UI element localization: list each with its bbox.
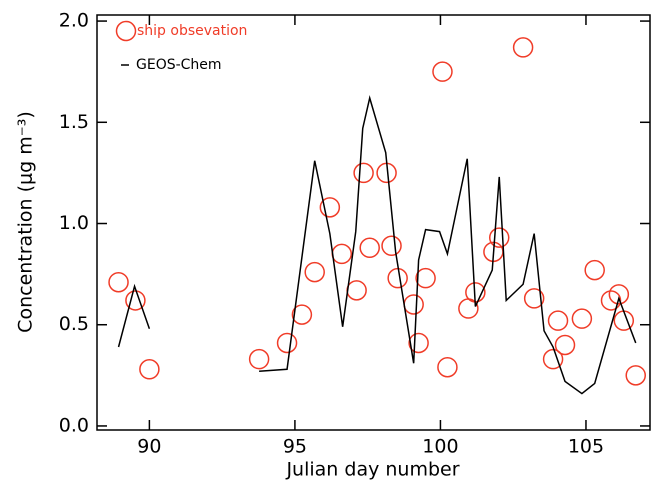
ship-point <box>276 332 298 354</box>
ship-point <box>542 348 564 370</box>
ship-point <box>584 259 605 281</box>
y-axis-label: Concentration (μg m⁻³) <box>15 111 37 333</box>
ship-point <box>359 237 380 259</box>
ship-point <box>512 37 534 58</box>
x-tick-label: 90 <box>137 436 161 458</box>
ship-point <box>432 61 453 82</box>
ship-point <box>403 294 424 315</box>
x-axis-label: Julian day number <box>285 459 459 481</box>
legend-label: GEOS-Chem <box>136 57 222 73</box>
ship-point <box>381 235 402 257</box>
ship-point <box>248 348 270 370</box>
legend-label: ship obsevation <box>137 23 247 39</box>
ship-point <box>554 334 576 356</box>
ship-point <box>408 332 429 354</box>
x-tick-label: 95 <box>283 436 307 458</box>
ship-point <box>437 356 458 378</box>
y-tick-label: 0.5 <box>59 313 89 335</box>
ship-point <box>291 304 313 325</box>
y-tick-label: 1.5 <box>59 111 89 133</box>
y-tick-label: 1.0 <box>59 212 89 234</box>
ship-point <box>346 280 367 301</box>
plot-frame <box>96 14 651 431</box>
ship-point <box>387 267 408 289</box>
y-tick-label: 2.0 <box>59 10 89 32</box>
ship-point <box>608 284 630 305</box>
ship-point <box>523 288 545 309</box>
ship-point <box>331 243 353 265</box>
y-tick-label: 0.0 <box>59 414 89 436</box>
ship-point <box>488 227 510 248</box>
ship-point <box>108 271 129 293</box>
ship-point <box>571 308 593 329</box>
ship-point <box>625 365 646 386</box>
ship-point <box>353 162 374 184</box>
ship-point <box>304 261 325 283</box>
ship-point <box>547 310 569 331</box>
x-tick-label: 100 <box>422 436 458 458</box>
model-line <box>117 95 637 395</box>
ship-point <box>319 197 341 218</box>
ship-point <box>415 267 436 289</box>
legend-symbol <box>115 20 137 42</box>
ship-point <box>139 359 160 380</box>
ship-point <box>600 290 622 311</box>
x-tick-label: 105 <box>568 436 604 458</box>
